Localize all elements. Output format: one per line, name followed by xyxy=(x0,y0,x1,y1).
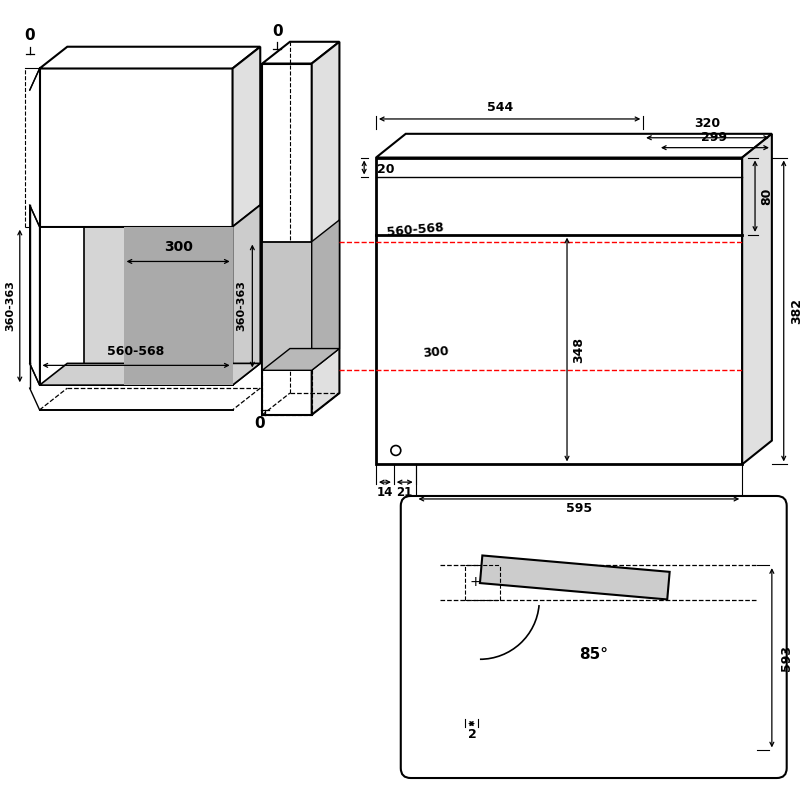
Text: 320: 320 xyxy=(694,118,721,130)
Text: 80: 80 xyxy=(761,187,774,205)
Polygon shape xyxy=(742,134,772,464)
Polygon shape xyxy=(39,363,260,385)
Text: 0: 0 xyxy=(254,416,265,431)
Polygon shape xyxy=(39,227,84,385)
Polygon shape xyxy=(30,69,39,90)
Polygon shape xyxy=(233,205,260,385)
Text: 21: 21 xyxy=(397,486,413,498)
Text: 360-363: 360-363 xyxy=(237,281,246,331)
Text: 560-568: 560-568 xyxy=(107,345,164,358)
Text: 0: 0 xyxy=(272,24,282,39)
Text: 300: 300 xyxy=(164,240,193,254)
Polygon shape xyxy=(39,69,233,227)
Polygon shape xyxy=(30,205,39,385)
Polygon shape xyxy=(376,158,742,464)
Text: 14: 14 xyxy=(377,486,393,498)
Polygon shape xyxy=(262,242,312,370)
Text: 382: 382 xyxy=(790,298,800,324)
Text: 593: 593 xyxy=(780,646,794,671)
Text: 595: 595 xyxy=(566,502,592,515)
Polygon shape xyxy=(312,220,339,370)
Polygon shape xyxy=(312,42,339,415)
Polygon shape xyxy=(262,42,339,63)
Text: 348: 348 xyxy=(572,337,586,362)
Polygon shape xyxy=(233,46,260,227)
Text: 300: 300 xyxy=(422,345,449,360)
Text: 544: 544 xyxy=(486,101,513,114)
Text: 2: 2 xyxy=(468,728,476,741)
Text: 85°: 85° xyxy=(579,647,608,662)
Circle shape xyxy=(391,446,401,455)
Polygon shape xyxy=(262,349,339,370)
Polygon shape xyxy=(376,134,772,158)
Text: 560-568: 560-568 xyxy=(386,221,445,238)
Polygon shape xyxy=(262,63,312,415)
Polygon shape xyxy=(84,227,233,385)
Text: 0: 0 xyxy=(24,28,35,43)
FancyBboxPatch shape xyxy=(401,496,786,778)
Polygon shape xyxy=(124,227,233,385)
Text: 20: 20 xyxy=(377,163,394,176)
Text: 360-363: 360-363 xyxy=(5,281,15,331)
Text: 299: 299 xyxy=(702,131,727,144)
Polygon shape xyxy=(480,555,670,599)
Text: +: + xyxy=(469,575,481,589)
Polygon shape xyxy=(39,46,260,69)
